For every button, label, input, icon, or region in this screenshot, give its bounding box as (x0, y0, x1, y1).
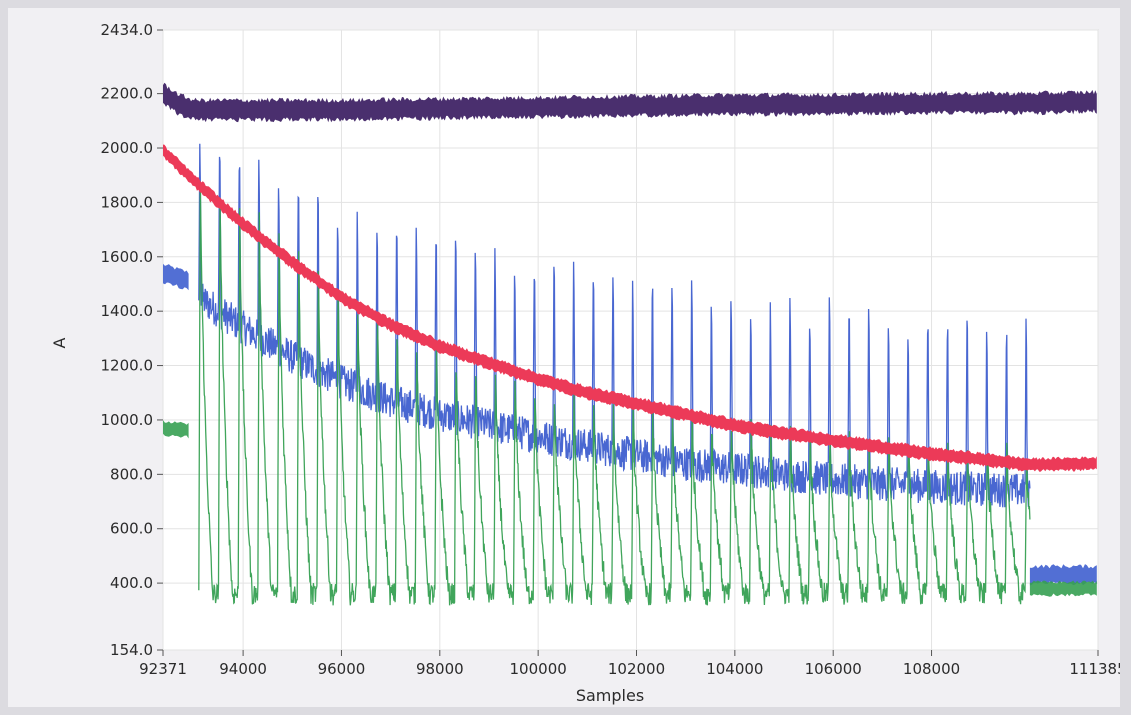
axis-layer: 154.0 400.0 600.0 800.0 1000.0 1200.0 1400.0 16… (101, 21, 1121, 678)
chart-svg: 154.0 400.0 600.0 800.0 1000.0 1200.0 1400.0 16… (50, 21, 1121, 705)
y-tick-label: 1000.0 (101, 411, 154, 429)
x-tick-label: 106000 (805, 660, 862, 678)
x-tick-label: 92371 (139, 660, 187, 678)
series-trace (198, 182, 1031, 606)
y-tick-label: 600.0 (110, 520, 153, 538)
series-band (163, 144, 1097, 472)
y-tick-label: 1200.0 (101, 357, 154, 375)
y-tick-label: 800.0 (110, 465, 153, 483)
plot-area (162, 29, 1099, 651)
x-tick-label: 98000 (416, 660, 464, 678)
y-tick-label: 2000.0 (101, 139, 154, 157)
x-tick-label: 108000 (903, 660, 960, 678)
series-layer (163, 82, 1097, 606)
series-1 (163, 144, 1097, 472)
series-band (163, 82, 1097, 123)
x-tick-label: 94000 (219, 660, 267, 678)
chart-frame: 154.0 400.0 600.0 800.0 1000.0 1200.0 1400.0 16… (8, 8, 1120, 707)
y-tick-label: 1600.0 (101, 248, 154, 266)
x-tick-label: 100000 (510, 660, 567, 678)
series-band-post (1029, 580, 1097, 597)
series-band-post (1029, 564, 1097, 586)
y-tick-label: 2434.0 (101, 21, 154, 39)
x-axis-title: Samples (576, 686, 644, 705)
y-tick-label: 1400.0 (101, 302, 154, 320)
x-tick-label: 96000 (318, 660, 366, 678)
y-axis-title: A (50, 337, 69, 348)
y-tick-label: 1800.0 (101, 193, 154, 211)
x-tick-label: 111385 (1069, 660, 1120, 678)
series-band-pre (163, 420, 189, 439)
x-tick-label: 104000 (706, 660, 763, 678)
y-tick-label: 154.0 (110, 641, 153, 659)
y-tick-label: 2200.0 (101, 85, 154, 103)
series-band-pre (163, 263, 189, 291)
y-tick-label: 400.0 (110, 574, 153, 592)
x-tick-label: 102000 (608, 660, 665, 678)
series-3 (163, 182, 1097, 606)
series-0 (163, 82, 1097, 123)
